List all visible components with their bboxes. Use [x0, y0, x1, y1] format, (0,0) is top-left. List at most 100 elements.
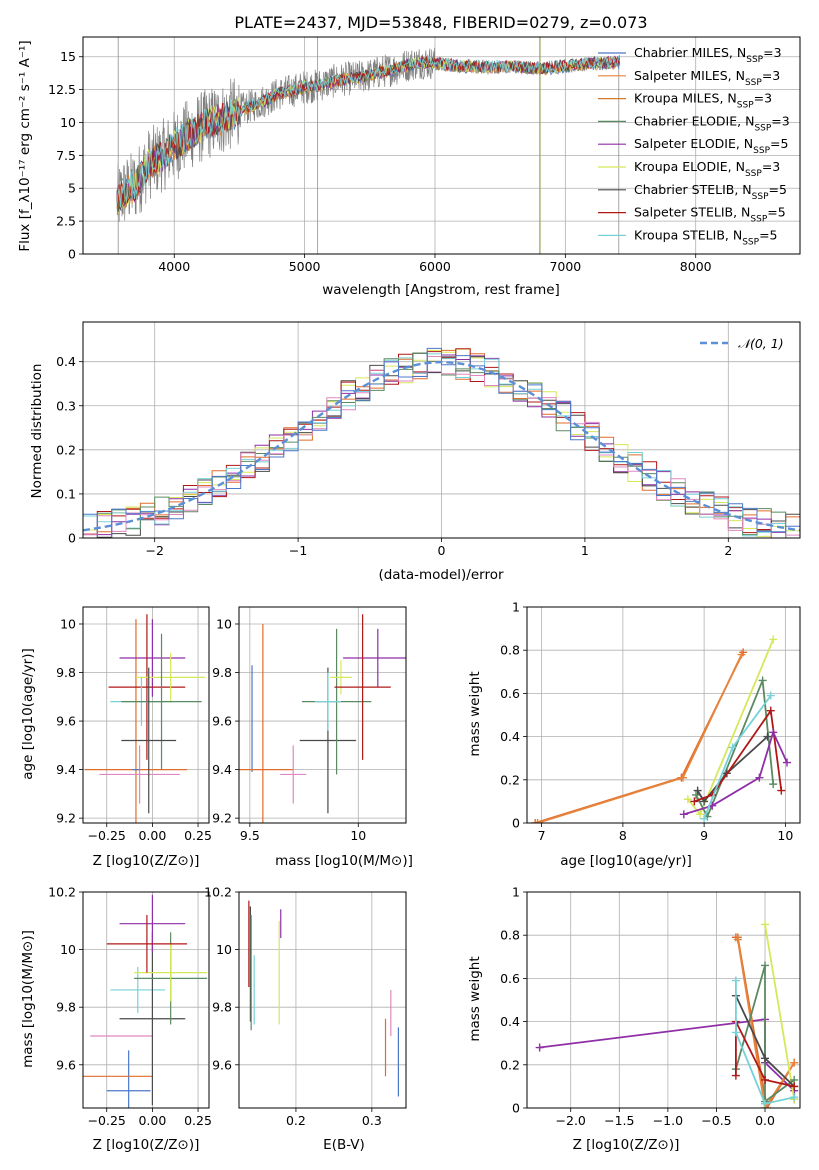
y-tick-label: 10	[60, 616, 76, 631]
mass-weight-marker	[790, 1058, 799, 1067]
y-tick-label: 9.8	[212, 1000, 232, 1015]
y-tick-label: 1	[512, 600, 520, 615]
mass-weight-marker	[758, 676, 767, 685]
y-tick-label: 10.2	[48, 885, 76, 900]
mass-weight-marker	[769, 728, 778, 737]
mass-vs-ebv-xlabel: E(B-V)	[323, 1137, 365, 1153]
mass-weight-marker	[766, 706, 775, 715]
y-tick-label: 0.3	[56, 398, 76, 413]
legend-entry: Chabrier STELIB, NSSP=5	[634, 182, 787, 202]
mass-weight-marker	[693, 786, 702, 795]
y-tick-label: 9.4	[56, 762, 76, 777]
y-tick-label: 9.8	[56, 665, 76, 680]
x-tick-label: 0.25	[184, 828, 212, 843]
y-tick-label: 0	[512, 816, 520, 831]
legend-value: =5	[769, 182, 787, 197]
x-tick-label: 5000	[289, 259, 321, 274]
y-tick-label: 9.4	[212, 762, 232, 777]
mass-weight-line-2	[537, 654, 743, 823]
mass-weight-marker	[761, 961, 770, 970]
mass-weight-marker	[531, 819, 540, 823]
mass-weight-marker	[731, 976, 740, 985]
age-vs-z-xlabel: Z [log10(Z/Z⊙)]	[93, 853, 200, 869]
mass-weight-line-4	[695, 680, 775, 819]
legend-subscript: SSP	[737, 101, 754, 111]
x-tick-label: 0	[438, 543, 446, 558]
mass-weight-marker	[763, 732, 772, 741]
mass-weight-marker	[728, 743, 737, 752]
y-tick-label: 10	[216, 942, 232, 957]
y-tick-label: 9.6	[56, 1057, 76, 1072]
axes-frame	[526, 891, 801, 1109]
mass-weight-marker	[777, 786, 786, 795]
legend-subscript: SSP	[753, 146, 770, 156]
y-tick-label: 0.6	[500, 971, 520, 986]
legend-value: =3	[754, 91, 772, 106]
mass-weight-marker	[679, 810, 688, 819]
legend-subscript: SSP	[745, 169, 762, 179]
residuals-xlabel: (data-model)/error	[378, 567, 504, 583]
x-tick-label: 10	[350, 828, 366, 843]
x-tick-label: 4000	[158, 259, 190, 274]
mass-weight-marker	[761, 1054, 770, 1063]
x-tick-label: 9	[700, 828, 708, 843]
y-tick-label: 0.1	[56, 486, 76, 501]
normal-curve	[83, 360, 800, 532]
legend-entry: Salpeter ELODIE, NSSP=5	[634, 136, 788, 156]
age-vs-mass-xlabel: mass [log10(M/M⊙)]	[275, 853, 413, 869]
mass-weight-marker	[783, 758, 791, 767]
x-tick-label: −2	[145, 543, 163, 558]
mass-weight-marker	[696, 810, 705, 819]
y-tick-label: 0.2	[500, 772, 520, 787]
mass-weight-marker	[533, 819, 542, 823]
y-tick-label: 10.2	[204, 885, 232, 900]
x-tick-label: 6000	[419, 259, 451, 274]
legend-value: =5	[770, 136, 788, 151]
x-tick-label: −1	[289, 543, 307, 558]
y-tick-label: 0.4	[56, 354, 76, 369]
mass-weight-marker	[692, 790, 700, 799]
spectrum-title: PLATE=2437, MJD=53848, FIBERID=0279, z=0…	[234, 13, 647, 32]
mass-weight-marker	[769, 780, 778, 789]
x-tick-label: 7000	[549, 259, 581, 274]
plot-area	[531, 635, 791, 823]
legend-subscript: SSP	[742, 237, 759, 247]
massweight-vs-age-ylabel: mass weight	[467, 671, 483, 756]
mass-vs-z-panel: Z [log10(Z/Z⊙)] mass [log10(M/M⊙)] −0.25…	[20, 885, 212, 1154]
spectrum-panel: PLATE=2437, MJD=53848, FIBERID=0279, z=0…	[17, 13, 801, 298]
plot-area	[83, 347, 800, 538]
y-tick-label: 9.6	[56, 714, 76, 729]
massweight-vs-z-panel: Z [log10(Z/Z⊙)] mass weight −2.0 −1.5 −1.0…	[467, 885, 801, 1153]
x-tick-label: 1	[581, 543, 589, 558]
legend: 𝒩(0, 1)	[700, 336, 784, 351]
residuals-panel: (data-model)/error Normed distribution −…	[29, 321, 801, 583]
y-tick-label: 0.8	[500, 643, 520, 658]
y-tick-label: 7.5	[56, 148, 76, 163]
legend-entry: Chabrier ELODIE, NSSP=3	[634, 113, 790, 133]
x-tick-label: −0.25	[88, 828, 126, 843]
y-tick-label: 9.8	[56, 1000, 76, 1015]
residuals-ylabel: Normed distribution	[29, 364, 45, 499]
y-tick-label: 15	[60, 49, 76, 64]
massweight-vs-age-panel: age [log10(age/yr)] mass weight 7 8 9 10 0 0.…	[467, 600, 801, 869]
x-tick-label: 2	[724, 543, 732, 558]
x-tick-label: 7	[538, 828, 546, 843]
mass-weight-marker	[769, 635, 778, 644]
spectrum-ylabel: Flux [f_λ10⁻¹⁷ erg cm⁻² s⁻¹ A⁻¹]	[17, 40, 33, 251]
mass-weight-marker	[761, 920, 770, 929]
mass-weight-marker	[790, 1082, 799, 1091]
legend-value: =3	[762, 159, 780, 174]
mass-weight-marker	[535, 1043, 544, 1052]
legend-entry: Chabrier MILES, NSSP=3	[634, 45, 782, 65]
x-tick-label: 9.5	[240, 828, 260, 843]
y-tick-label: 10	[60, 942, 76, 957]
x-tick-label: −0.5	[701, 1113, 731, 1128]
massweight-vs-z-ylabel: mass weight	[467, 956, 483, 1041]
plot-area	[248, 900, 400, 1097]
y-tick-label: 12.5	[48, 82, 76, 97]
x-tick-label: 0.00	[138, 1113, 166, 1128]
legend-value: =5	[759, 227, 777, 242]
x-tick-label: 8000	[680, 259, 712, 274]
massweight-vs-z-xlabel: Z [log10(Z/Z⊙)]	[573, 1137, 680, 1153]
legend-entry: Salpeter STELIB, NSSP=5	[634, 205, 786, 225]
